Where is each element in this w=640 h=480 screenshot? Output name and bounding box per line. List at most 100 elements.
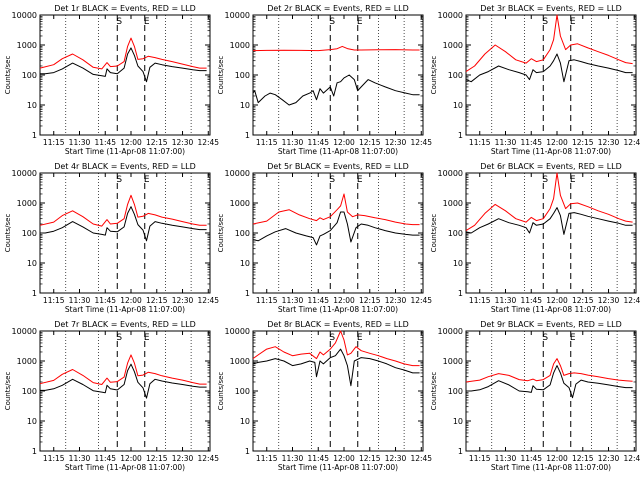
x-tick-label: 12:15 (146, 296, 168, 305)
y-axis-label: Counts/sec (430, 214, 438, 253)
y-tick-label: 10 (27, 417, 37, 426)
x-tick-label: 11:15 (256, 296, 278, 305)
series-line-events (252, 74, 420, 106)
y-tick-label: 10 (240, 259, 250, 268)
chart-title: Det 5r BLACK = Events, RED = LLD (267, 162, 409, 171)
marker-label-e: E (570, 17, 576, 27)
x-tick-label: 11:15 (469, 138, 491, 147)
y-tick-label: 100 (22, 387, 37, 396)
marker-label-e: E (144, 17, 150, 27)
x-tick-label: 12:15 (146, 454, 168, 463)
x-tick-label: 11:15 (43, 454, 65, 463)
y-tick-label: 10000 (225, 169, 250, 178)
y-tick-label: 10000 (12, 11, 37, 20)
marker-label-s: S (542, 333, 548, 343)
x-tick-label: 12:30 (598, 296, 620, 305)
x-tick-label: 12:00 (120, 138, 142, 147)
x-tick-label: 11:45 (94, 454, 116, 463)
y-tick-label: 1 (245, 447, 250, 456)
series-line-events (465, 207, 633, 235)
series-line-lld (39, 37, 207, 70)
x-axis-label: Start Time (11-Apr-08 11:07:00) (278, 147, 398, 156)
marker-label-s: S (116, 17, 122, 27)
x-tick-label: 11:45 (307, 454, 329, 463)
y-tick-label: 1000 (230, 199, 250, 208)
y-tick-label: 10000 (438, 11, 463, 20)
x-axis-label: Start Time (11-Apr-08 11:07:00) (278, 463, 398, 472)
marker-label-s: S (116, 175, 122, 185)
x-tick-label: 12:15 (572, 454, 594, 463)
x-tick-label: 11:45 (94, 138, 116, 147)
x-tick-label: 11:30 (69, 138, 91, 147)
y-tick-label: 10 (453, 259, 463, 268)
y-axis-label: Counts/sec (430, 56, 438, 95)
y-tick-label: 1000 (230, 357, 250, 366)
x-tick-label: 12:45 (623, 454, 640, 463)
y-tick-label: 100 (448, 71, 463, 80)
series-line-lld (465, 14, 633, 73)
chart-title: Det 1r BLACK = Events, RED = LLD (54, 4, 196, 13)
chart-title: Det 8r BLACK = Events, RED = LLD (267, 320, 409, 329)
x-tick-label: 11:45 (307, 296, 329, 305)
x-tick-label: 11:15 (469, 454, 491, 463)
x-tick-label: 12:45 (410, 138, 432, 147)
y-tick-label: 1 (32, 447, 37, 456)
x-tick-label: 12:45 (623, 138, 640, 147)
y-tick-label: 100 (235, 71, 250, 80)
series-line-lld (39, 194, 207, 227)
x-tick-label: 11:30 (282, 296, 304, 305)
y-tick-label: 10000 (12, 169, 37, 178)
marker-label-e: E (570, 333, 576, 343)
marker-label-s: S (329, 17, 335, 27)
x-tick-label: 12:15 (572, 138, 594, 147)
y-axis-label: Counts/sec (430, 372, 438, 411)
series-line-lld (465, 358, 633, 383)
marker-label-s: S (542, 17, 548, 27)
y-tick-label: 10000 (438, 327, 463, 336)
x-tick-label: 12:15 (359, 296, 381, 305)
y-tick-label: 10 (27, 101, 37, 110)
x-tick-label: 11:45 (520, 296, 542, 305)
marker-label-s: S (329, 175, 335, 185)
y-tick-label: 1000 (17, 357, 37, 366)
x-axis-label: Start Time (11-Apr-08 11:07:00) (491, 305, 611, 314)
x-tick-label: 12:30 (172, 138, 194, 147)
x-tick-label: 12:15 (359, 138, 381, 147)
x-tick-label: 12:45 (410, 296, 432, 305)
series-line-events (40, 206, 207, 242)
x-tick-label: 11:45 (520, 454, 542, 463)
chart-title: Det 2r BLACK = Events, RED = LLD (267, 4, 409, 13)
y-tick-label: 100 (235, 229, 250, 238)
x-axis-label: Start Time (11-Apr-08 11:07:00) (491, 463, 611, 472)
x-tick-label: 11:45 (307, 138, 329, 147)
y-axis-label: Counts/sec (4, 214, 12, 253)
x-tick-label: 11:45 (520, 138, 542, 147)
series-line-lld (252, 330, 420, 367)
x-tick-label: 11:15 (256, 138, 278, 147)
x-tick-label: 12:00 (546, 454, 568, 463)
series-line-events (40, 47, 207, 83)
x-tick-label: 12:00 (120, 454, 142, 463)
x-tick-label: 11:15 (256, 454, 278, 463)
x-axis-label: Start Time (11-Apr-08 11:07:00) (65, 147, 185, 156)
y-tick-label: 1 (458, 131, 463, 140)
x-tick-label: 11:30 (69, 296, 91, 305)
chart-panel-9: Det 9r BLACK = Events, RED = LLD S E 1 10 100… (430, 320, 640, 472)
x-axis-label: Start Time (11-Apr-08 11:07:00) (491, 147, 611, 156)
y-tick-label: 1 (32, 131, 37, 140)
y-tick-label: 1 (245, 289, 250, 298)
x-tick-label: 12:15 (359, 454, 381, 463)
marker-label-e: E (144, 333, 150, 343)
x-tick-label: 11:30 (282, 138, 304, 147)
marker-label-s: S (116, 333, 122, 343)
x-tick-label: 11:30 (69, 454, 91, 463)
marker-label-e: E (570, 175, 576, 185)
y-tick-label: 100 (235, 387, 250, 396)
x-tick-label: 12:45 (197, 296, 219, 305)
x-tick-label: 12:45 (197, 138, 219, 147)
x-tick-label: 11:15 (43, 296, 65, 305)
y-tick-label: 10000 (225, 327, 250, 336)
y-tick-label: 1000 (443, 41, 463, 50)
y-tick-label: 10 (27, 259, 37, 268)
chart-title: Det 4r BLACK = Events, RED = LLD (54, 162, 196, 171)
